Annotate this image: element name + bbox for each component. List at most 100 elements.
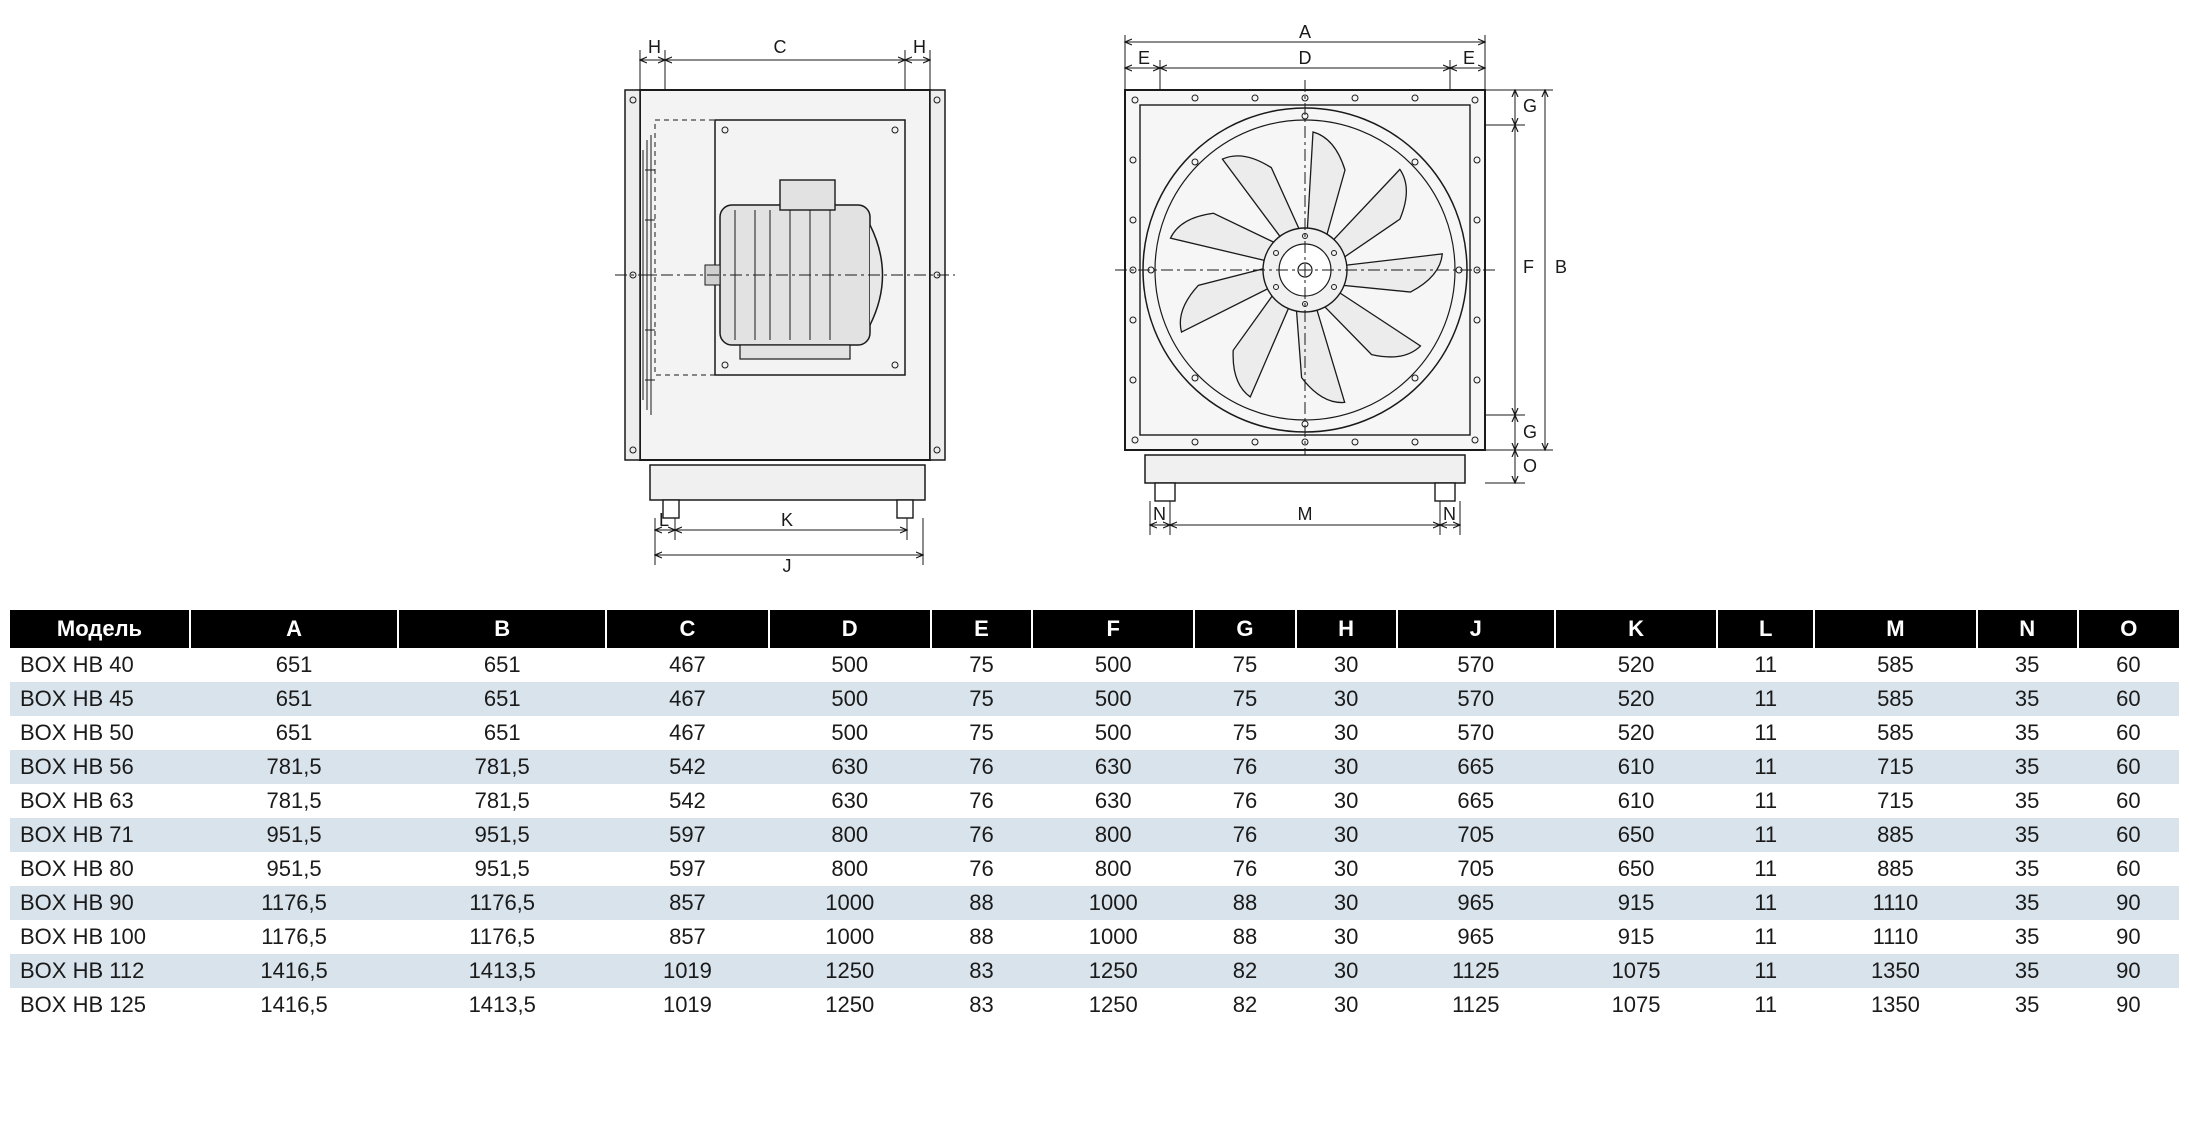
value-cell: 1416,5 (190, 988, 398, 1022)
value-cell: 520 (1555, 682, 1717, 716)
value-cell: 610 (1555, 750, 1717, 784)
value-cell: 75 (931, 716, 1032, 750)
value-cell: 35 (1977, 954, 2078, 988)
value-cell: 1350 (1814, 954, 1976, 988)
value-cell: 60 (2078, 852, 2179, 886)
value-cell: 715 (1814, 784, 1976, 818)
value-cell: 11 (1717, 920, 1814, 954)
value-cell: 665 (1397, 784, 1555, 818)
value-cell: 1000 (1032, 886, 1194, 920)
col-M: M (1814, 610, 1976, 648)
value-cell: 35 (1977, 750, 2078, 784)
value-cell: 60 (2078, 784, 2179, 818)
value-cell: 11 (1717, 716, 1814, 750)
table-row: BOX HB 456516514675007550075305705201158… (10, 682, 2179, 716)
value-cell: 915 (1555, 920, 1717, 954)
value-cell: 630 (1032, 784, 1194, 818)
value-cell: 651 (398, 648, 606, 682)
value-cell: 83 (931, 954, 1032, 988)
value-cell: 1350 (1814, 988, 1976, 1022)
value-cell: 11 (1717, 954, 1814, 988)
value-cell: 467 (606, 716, 768, 750)
value-cell: 715 (1814, 750, 1976, 784)
dim-h2: H (913, 37, 926, 57)
value-cell: 570 (1397, 682, 1555, 716)
value-cell: 1250 (1032, 988, 1194, 1022)
dim-e2: E (1463, 48, 1475, 68)
dim-n1: N (1153, 504, 1166, 524)
value-cell: 781,5 (398, 750, 606, 784)
value-cell: 76 (1194, 818, 1295, 852)
value-cell: 1075 (1555, 988, 1717, 1022)
value-cell: 885 (1814, 852, 1976, 886)
value-cell: 500 (769, 648, 931, 682)
value-cell: 781,5 (398, 784, 606, 818)
value-cell: 1075 (1555, 954, 1717, 988)
value-cell: 951,5 (190, 818, 398, 852)
value-cell: 60 (2078, 750, 2179, 784)
table-row: BOX HB 56781,5781,5542630766307630665610… (10, 750, 2179, 784)
value-cell: 60 (2078, 648, 2179, 682)
col-G: G (1194, 610, 1295, 648)
value-cell: 500 (1032, 648, 1194, 682)
value-cell: 76 (1194, 852, 1295, 886)
col-A: A (190, 610, 398, 648)
value-cell: 11 (1717, 750, 1814, 784)
value-cell: 500 (1032, 716, 1194, 750)
value-cell: 82 (1194, 954, 1295, 988)
value-cell: 610 (1555, 784, 1717, 818)
value-cell: 951,5 (398, 818, 606, 852)
value-cell: 76 (931, 852, 1032, 886)
value-cell: 83 (931, 988, 1032, 1022)
col-B: B (398, 610, 606, 648)
dim-l: L (659, 510, 669, 530)
value-cell: 1176,5 (398, 886, 606, 920)
value-cell: 705 (1397, 818, 1555, 852)
value-cell: 1110 (1814, 886, 1976, 920)
value-cell: 781,5 (190, 784, 398, 818)
value-cell: 76 (931, 750, 1032, 784)
value-cell: 951,5 (190, 852, 398, 886)
value-cell: 35 (1977, 886, 2078, 920)
dim-c: C (773, 37, 786, 57)
table-row: BOX HB 1001176,51176,5857100088100088309… (10, 920, 2179, 954)
table-row: BOX HB 506516514675007550075305705201158… (10, 716, 2179, 750)
value-cell: 585 (1814, 682, 1976, 716)
value-cell: 1250 (769, 954, 931, 988)
value-cell: 597 (606, 818, 768, 852)
value-cell: 1176,5 (190, 920, 398, 954)
value-cell: 800 (1032, 818, 1194, 852)
value-cell: 800 (769, 852, 931, 886)
dim-b: B (1555, 257, 1567, 277)
dim-e1: E (1138, 48, 1150, 68)
value-cell: 30 (1296, 988, 1397, 1022)
value-cell: 35 (1977, 920, 2078, 954)
dim-f: F (1523, 257, 1534, 277)
value-cell: 965 (1397, 886, 1555, 920)
value-cell: 885 (1814, 818, 1976, 852)
value-cell: 75 (931, 648, 1032, 682)
model-cell: BOX HB 50 (10, 716, 190, 750)
model-cell: BOX HB 40 (10, 648, 190, 682)
value-cell: 585 (1814, 648, 1976, 682)
value-cell: 1110 (1814, 920, 1976, 954)
value-cell: 75 (1194, 716, 1295, 750)
value-cell: 30 (1296, 750, 1397, 784)
col-H: H (1296, 610, 1397, 648)
value-cell: 857 (606, 886, 768, 920)
value-cell: 597 (606, 852, 768, 886)
value-cell: 11 (1717, 852, 1814, 886)
col-L: L (1717, 610, 1814, 648)
value-cell: 570 (1397, 716, 1555, 750)
value-cell: 1176,5 (190, 886, 398, 920)
value-cell: 11 (1717, 988, 1814, 1022)
value-cell: 800 (769, 818, 931, 852)
value-cell: 1019 (606, 954, 768, 988)
value-cell: 857 (606, 920, 768, 954)
dim-n2: N (1443, 504, 1456, 524)
table-row: BOX HB 1251416,51413,5101912508312508230… (10, 988, 2179, 1022)
dim-h1: H (648, 37, 661, 57)
dim-j: J (782, 556, 791, 576)
value-cell: 11 (1717, 648, 1814, 682)
value-cell: 630 (1032, 750, 1194, 784)
